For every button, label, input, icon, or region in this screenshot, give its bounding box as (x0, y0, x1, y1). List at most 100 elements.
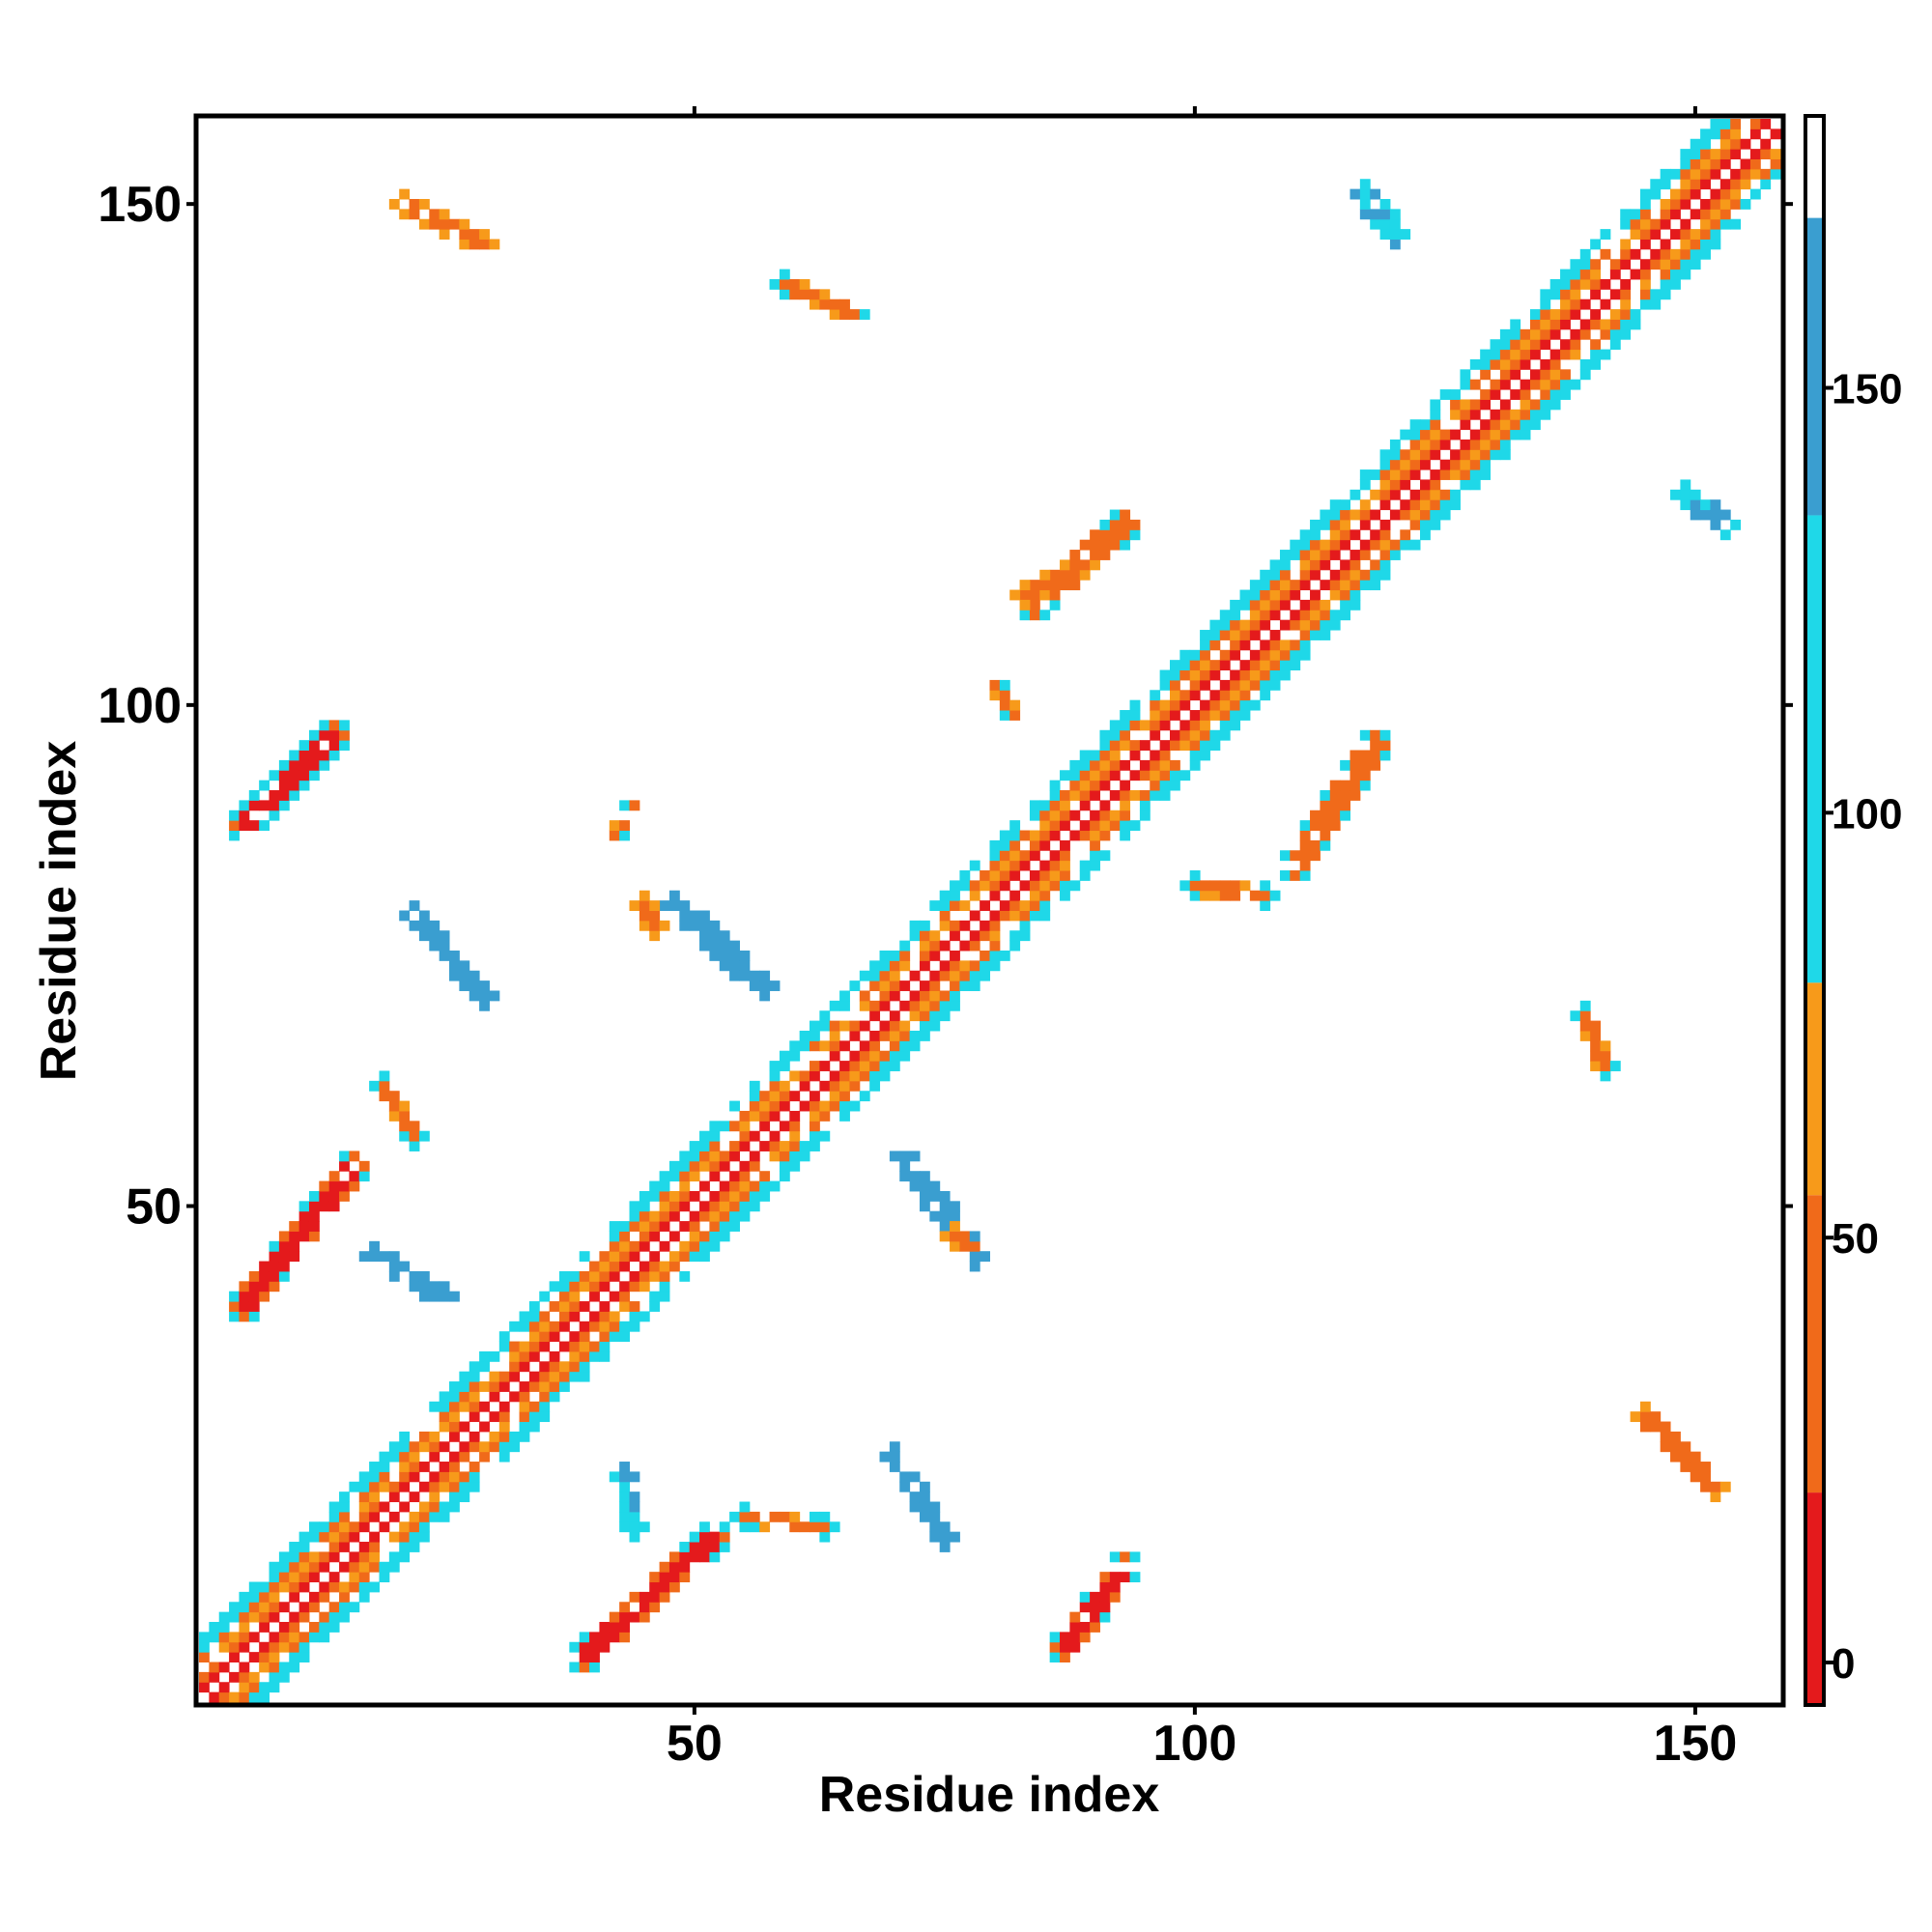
heatmap-cell (1029, 599, 1040, 611)
heatmap-cell (1670, 278, 1681, 290)
heatmap-cell (469, 229, 480, 240)
heatmap-cell (1079, 569, 1091, 581)
heatmap-cell (339, 1611, 350, 1623)
heatmap-cell (709, 1531, 721, 1543)
heatmap-cell (1499, 429, 1511, 440)
heatmap-cell (599, 1641, 611, 1653)
heatmap-cell (609, 1632, 620, 1643)
heatmap-cell (498, 1441, 510, 1453)
heatmap-cell (639, 1521, 650, 1533)
heatmap-cell (1009, 900, 1021, 911)
heatmap-cell (439, 1511, 450, 1522)
heatmap-cell (1200, 660, 1210, 671)
heatmap-cell (409, 1270, 420, 1282)
heatmap-cell (1590, 239, 1602, 250)
heatmap-cell (609, 1471, 620, 1483)
heatmap-cell (939, 1231, 951, 1242)
colorbar-tick-label: 50 (1832, 1215, 1879, 1263)
heatmap-cell (449, 1411, 460, 1423)
heatmap-cell (709, 930, 721, 942)
heatmap-cell (328, 1201, 340, 1212)
heatmap-cell (1510, 389, 1521, 400)
heatmap-cell (679, 900, 691, 911)
heatmap-cell (719, 1121, 730, 1132)
heatmap-cell (1740, 179, 1751, 190)
heatmap-cell (388, 1270, 400, 1282)
heatmap-cell (1049, 790, 1061, 801)
heatmap-cell (569, 1662, 581, 1673)
heatmap-cell (739, 960, 751, 972)
heatmap-cell (1159, 679, 1171, 691)
heatmap-cell (779, 1061, 790, 1071)
heatmap-cell (1620, 319, 1632, 330)
heatmap-cell (1039, 569, 1051, 581)
heatmap-cell (298, 1632, 310, 1643)
heatmap-cell (1249, 589, 1261, 601)
heatmap-cell (1650, 179, 1662, 190)
heatmap-cell (528, 1301, 540, 1312)
heatmap-cell (980, 970, 990, 981)
heatmap-cell (349, 1581, 360, 1593)
heatmap-cell (629, 1201, 640, 1212)
heatmap-cell (819, 1010, 831, 1022)
heatmap-cell (909, 1010, 921, 1022)
heatmap-cell (1370, 509, 1381, 521)
heatmap-cell (1209, 890, 1221, 901)
heatmap-cell (1189, 880, 1201, 892)
heatmap-cell (278, 1602, 290, 1613)
heatmap-cell (239, 1671, 250, 1683)
heatmap-cell (528, 1321, 540, 1332)
heatmap-cell (1450, 389, 1461, 400)
heatmap-cell (519, 1350, 530, 1362)
heatmap-cell (1600, 278, 1611, 290)
heatmap-cell (1379, 489, 1391, 500)
heatmap-cell (1420, 439, 1431, 450)
heatmap-cell (649, 1270, 661, 1282)
heatmap-cell (319, 1581, 330, 1593)
heatmap-cell (1770, 149, 1781, 159)
heatmap-cell (1299, 850, 1311, 862)
heatmap-cell (999, 699, 1010, 711)
heatmap-cell (1350, 599, 1361, 611)
heatmap-cell (1159, 790, 1171, 801)
heatmap-cell (1029, 800, 1040, 811)
heatmap-cell (229, 810, 240, 821)
heatmap-cell (289, 1572, 300, 1583)
heatmap-cell (1209, 630, 1221, 640)
heatmap-cell (1430, 439, 1441, 450)
heatmap-cell (929, 1020, 941, 1032)
heatmap-cell (1090, 1622, 1100, 1633)
heatmap-cell (629, 1531, 640, 1543)
heatmap-cell (489, 1371, 500, 1382)
heatmap-cell (1670, 259, 1681, 270)
heatmap-cell (668, 1210, 680, 1222)
heatmap-cell (1379, 198, 1391, 210)
heatmap-cell (1510, 429, 1521, 440)
heatmap-cell (1430, 519, 1441, 530)
heatmap-cell (969, 880, 980, 892)
heatmap-cell (989, 920, 1001, 931)
heatmap-cell (1260, 619, 1271, 631)
heatmap-cell (388, 1551, 400, 1563)
heatmap-cell (308, 750, 320, 761)
heatmap-cell (1660, 1421, 1671, 1433)
heatmap-cell (1310, 550, 1321, 560)
heatmap-cell (1239, 630, 1251, 640)
heatmap-cell (459, 1481, 470, 1492)
heatmap-cell (668, 1190, 680, 1202)
heatmap-cell (1099, 810, 1111, 821)
heatmap-cell (278, 1572, 290, 1583)
heatmap-cell (1159, 780, 1171, 791)
heatmap-cell (369, 1551, 380, 1563)
heatmap-cell (689, 1231, 700, 1242)
heatmap-cell (950, 1000, 960, 1011)
heatmap-cell (1540, 409, 1551, 420)
heatmap-cell (1329, 619, 1341, 631)
heatmap-cell (1400, 229, 1411, 240)
heatmap-cell (1639, 1401, 1651, 1412)
heatmap-cell (289, 750, 300, 761)
heatmap-cell (409, 1441, 420, 1453)
heatmap-cell (779, 1151, 790, 1162)
heatmap-cell (1730, 198, 1742, 210)
